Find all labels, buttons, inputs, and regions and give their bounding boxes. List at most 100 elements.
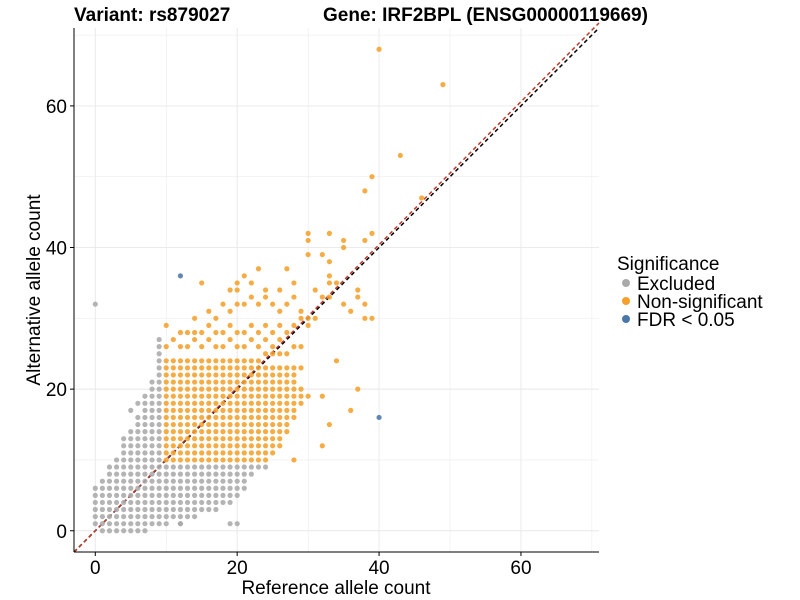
point-non-significant xyxy=(220,400,226,406)
point-excluded xyxy=(121,528,127,534)
point-excluded xyxy=(99,485,105,491)
point-excluded xyxy=(106,485,113,491)
point-non-significant xyxy=(255,407,262,413)
point-non-significant xyxy=(270,372,276,378)
point-non-significant xyxy=(213,365,219,371)
point-non-significant xyxy=(227,407,233,413)
point-non-significant xyxy=(291,386,297,392)
point-non-significant xyxy=(241,301,247,307)
point-non-significant xyxy=(199,443,205,449)
point-non-significant xyxy=(241,344,247,350)
point-non-significant xyxy=(199,393,205,399)
point-non-significant xyxy=(163,358,169,364)
point-non-significant xyxy=(220,457,226,463)
point-excluded xyxy=(149,485,155,491)
point-non-significant xyxy=(369,174,375,180)
point-excluded xyxy=(156,457,162,463)
point-non-significant xyxy=(227,365,233,371)
point-non-significant xyxy=(170,436,176,442)
point-non-significant xyxy=(234,414,240,421)
point-non-significant xyxy=(348,308,354,314)
point-excluded xyxy=(199,478,205,484)
point-excluded xyxy=(156,414,162,421)
point-excluded xyxy=(156,407,162,413)
point-excluded xyxy=(213,492,219,498)
point-excluded xyxy=(184,506,191,513)
point-excluded xyxy=(163,464,169,470)
point-excluded xyxy=(184,471,191,477)
point-excluded xyxy=(170,492,176,498)
point-non-significant xyxy=(355,294,361,300)
point-non-significant xyxy=(291,414,297,421)
point-non-significant xyxy=(227,443,233,449)
point-non-significant xyxy=(241,457,247,463)
point-excluded xyxy=(170,506,176,513)
point-non-significant xyxy=(305,251,311,258)
point-excluded xyxy=(113,485,120,491)
point-excluded xyxy=(227,471,233,477)
point-non-significant xyxy=(163,450,169,456)
y-tick-label: 60 xyxy=(46,97,67,118)
point-excluded xyxy=(99,521,105,527)
point-non-significant xyxy=(326,230,333,236)
point-non-significant xyxy=(291,280,297,286)
point-excluded xyxy=(128,450,134,456)
point-excluded xyxy=(199,499,205,506)
point-excluded xyxy=(170,464,176,470)
point-excluded xyxy=(177,464,184,470)
point-excluded xyxy=(149,386,155,392)
point-non-significant xyxy=(355,386,361,392)
point-non-significant xyxy=(192,329,198,336)
point-non-significant xyxy=(362,237,368,244)
point-non-significant xyxy=(291,457,297,463)
point-excluded xyxy=(121,521,127,527)
point-non-significant xyxy=(291,407,297,413)
point-excluded xyxy=(206,485,212,491)
point-non-significant xyxy=(177,450,184,456)
x-tick-label: 40 xyxy=(368,558,389,579)
point-non-significant xyxy=(234,393,240,399)
point-non-significant xyxy=(177,329,184,336)
point-non-significant xyxy=(248,280,254,286)
point-excluded xyxy=(156,372,162,378)
point-excluded xyxy=(142,436,148,442)
point-non-significant xyxy=(255,379,262,385)
y-axis-ticks: 0 20 40 60 xyxy=(46,97,74,543)
point-non-significant xyxy=(298,365,304,371)
point-non-significant xyxy=(213,414,219,421)
point-excluded xyxy=(177,485,184,491)
point-non-significant xyxy=(270,414,276,421)
point-excluded xyxy=(149,407,155,413)
point-excluded xyxy=(128,443,134,449)
point-non-significant xyxy=(255,443,262,449)
point-non-significant xyxy=(177,436,184,442)
point-excluded xyxy=(142,521,148,527)
x-axis-title: Reference allele count xyxy=(241,578,431,599)
point-excluded xyxy=(128,478,134,484)
point-excluded xyxy=(149,393,155,399)
point-non-significant xyxy=(284,393,290,399)
point-non-significant xyxy=(262,365,269,371)
point-excluded xyxy=(135,400,141,406)
point-non-significant xyxy=(348,407,354,413)
point-non-significant xyxy=(291,365,297,371)
point-excluded xyxy=(92,513,98,520)
point-excluded xyxy=(128,528,134,534)
point-excluded xyxy=(128,407,134,413)
point-excluded xyxy=(149,414,155,421)
y-tick-label: 20 xyxy=(46,380,67,401)
point-excluded xyxy=(227,478,233,484)
point-non-significant xyxy=(284,386,290,392)
legend-label-non-significant: Non-significant xyxy=(637,292,763,313)
legend-swatch-fdr-0-05 xyxy=(622,315,630,323)
point-excluded xyxy=(227,521,233,527)
point-non-significant xyxy=(170,336,176,343)
point-non-significant xyxy=(340,301,347,307)
point-fdr-0-05 xyxy=(376,414,382,421)
point-non-significant xyxy=(220,329,226,336)
chart-title-gene: Gene: IRF2BPL (ENSG00000119669) xyxy=(323,5,648,26)
point-non-significant xyxy=(305,315,311,321)
point-excluded xyxy=(199,485,205,491)
point-non-significant xyxy=(206,443,212,449)
